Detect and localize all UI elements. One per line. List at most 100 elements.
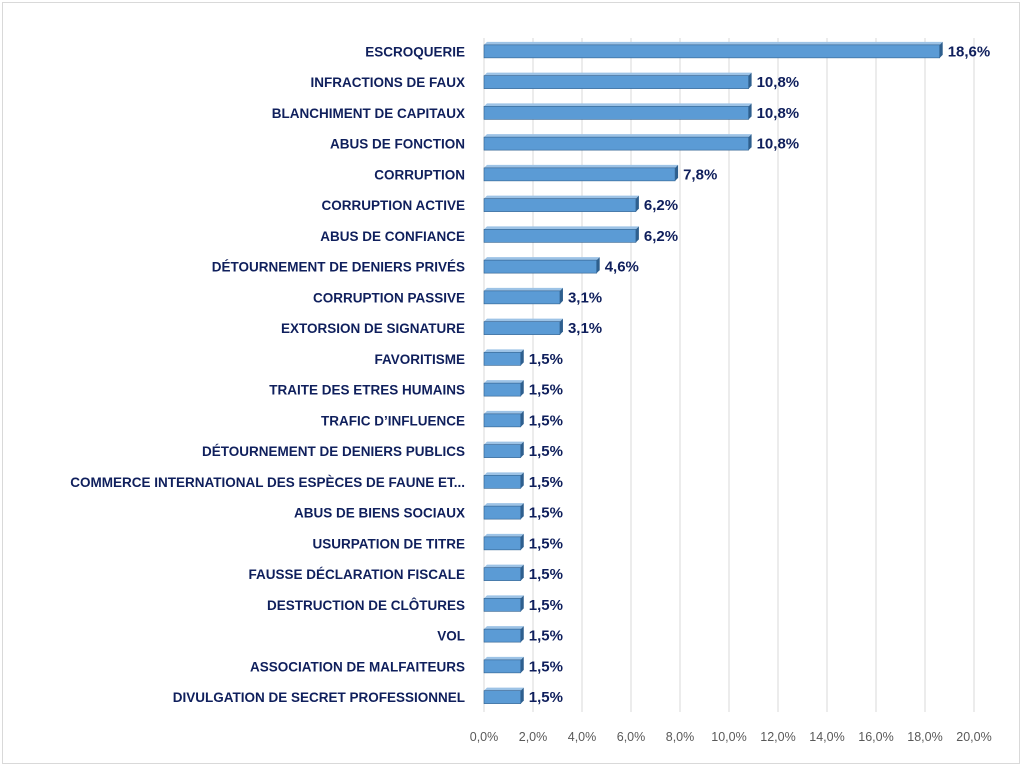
bar-side-face	[520, 533, 524, 550]
bar-side-face	[559, 287, 563, 304]
x-tick-label: 16,0%	[858, 730, 893, 744]
bar	[483, 41, 943, 59]
bar-top-face	[484, 103, 752, 107]
bar-side-face	[939, 41, 943, 58]
category-label: ASSOCIATION DE MALFAITEURS	[250, 659, 465, 674]
data-label: 1,5%	[529, 658, 563, 675]
category-label: ABUS DE BIENS SOCIAUX	[294, 506, 465, 521]
x-tick-label: 6,0%	[617, 730, 646, 744]
bar-side-face	[520, 656, 524, 673]
x-tick-label: 14,0%	[809, 730, 844, 744]
bar-front-face	[483, 198, 637, 212]
bar-front-face	[483, 505, 522, 520]
bar-top-face	[484, 503, 524, 507]
bar-side-face	[520, 503, 524, 520]
bar-side-face	[748, 134, 752, 151]
data-label: 1,5%	[529, 535, 563, 552]
category-label: COMMERCE INTERNATIONAL DES ESPÈCES DE FA…	[70, 475, 465, 490]
bar	[483, 441, 524, 458]
data-label: 10,8%	[757, 74, 800, 91]
bar-side-face	[520, 441, 524, 458]
data-label: 1,5%	[529, 689, 563, 706]
bar-top-face	[484, 257, 600, 261]
data-label: 1,5%	[529, 628, 563, 645]
data-label: 1,5%	[529, 443, 563, 460]
category-label: CORRUPTION ACTIVE	[321, 198, 465, 213]
bar-front-face	[483, 628, 522, 643]
bar-top-face	[484, 134, 752, 138]
data-label: 1,5%	[529, 597, 563, 614]
bar-side-face	[748, 72, 752, 89]
bar-top-face	[484, 72, 752, 76]
bar	[483, 195, 639, 212]
bar-side-face	[635, 226, 639, 243]
bar-front-face	[483, 444, 522, 458]
bar-front-face	[483, 567, 522, 581]
data-label: 1,5%	[529, 566, 563, 583]
bar	[483, 103, 752, 120]
category-label: INFRACTIONS DE FAUX	[310, 75, 465, 90]
bar	[483, 164, 679, 182]
data-label: 4,6%	[605, 259, 639, 276]
bar-front-face	[483, 413, 522, 428]
bar-front-face	[483, 290, 561, 305]
bar-side-face	[520, 410, 524, 427]
bar	[483, 349, 524, 366]
category-label: VOL	[437, 629, 465, 644]
bar	[483, 410, 524, 428]
category-label: USURPATION DE TITRE	[312, 536, 465, 551]
bar-top-face	[484, 472, 524, 476]
data-label: 3,1%	[568, 320, 602, 337]
bar-front-face	[483, 598, 522, 612]
bar-top-face	[484, 380, 524, 384]
bar-front-face	[483, 106, 749, 120]
bar-top-face	[484, 41, 943, 45]
bar	[483, 503, 524, 520]
bar-side-face	[635, 195, 639, 212]
bar	[483, 626, 524, 643]
category-label: TRAFIC D’INFLUENCE	[321, 413, 465, 428]
bar-side-face	[520, 595, 524, 612]
data-label: 6,2%	[644, 197, 678, 214]
data-label: 1,5%	[529, 351, 563, 368]
bar	[483, 226, 639, 243]
bar-front-face	[483, 659, 522, 674]
bar	[483, 687, 524, 704]
data-labels: 18,6%10,8%10,8%10,8%7,8%6,2%6,2%4,6%3,1%…	[529, 43, 990, 706]
bar-side-face	[559, 318, 563, 335]
bar-side-face	[520, 380, 524, 397]
bar-front-face	[483, 229, 637, 243]
bar-front-face	[483, 321, 561, 335]
bar-top-face	[484, 195, 639, 199]
bar-top-face	[484, 287, 563, 291]
category-label: ABUS DE CONFIANCE	[320, 229, 465, 244]
x-tick-label: 12,0%	[760, 730, 795, 744]
bar-top-face	[484, 656, 524, 660]
data-label: 3,1%	[568, 289, 602, 306]
bar	[483, 564, 524, 581]
bar-top-face	[484, 349, 524, 353]
bar-top-face	[484, 595, 524, 599]
x-tick-label: 2,0%	[519, 730, 548, 744]
x-tick-label: 8,0%	[666, 730, 695, 744]
data-label: 1,5%	[529, 474, 563, 491]
bar-front-face	[483, 75, 749, 89]
category-label: CORRUPTION PASSIVE	[313, 290, 465, 305]
category-label: DÉTOURNEMENT DE DENIERS PRIVÉS	[212, 260, 465, 275]
bar	[483, 318, 563, 335]
bar	[483, 72, 752, 89]
bar-top-face	[484, 533, 524, 537]
category-label: ESCROQUERIE	[365, 44, 465, 59]
bar-side-face	[520, 564, 524, 581]
bar	[483, 287, 563, 305]
bar	[483, 595, 524, 612]
bar-side-face	[520, 626, 524, 643]
bar-front-face	[483, 536, 522, 551]
category-label: DIVULGATION DE SECRET PROFESSIONNEL	[173, 690, 465, 705]
bar	[483, 533, 524, 551]
bar-side-face	[520, 687, 524, 704]
category-label: TRAITE DES ETRES HUMAINS	[269, 383, 465, 398]
x-tick-label: 20,0%	[956, 730, 991, 744]
data-label: 1,5%	[529, 412, 563, 429]
